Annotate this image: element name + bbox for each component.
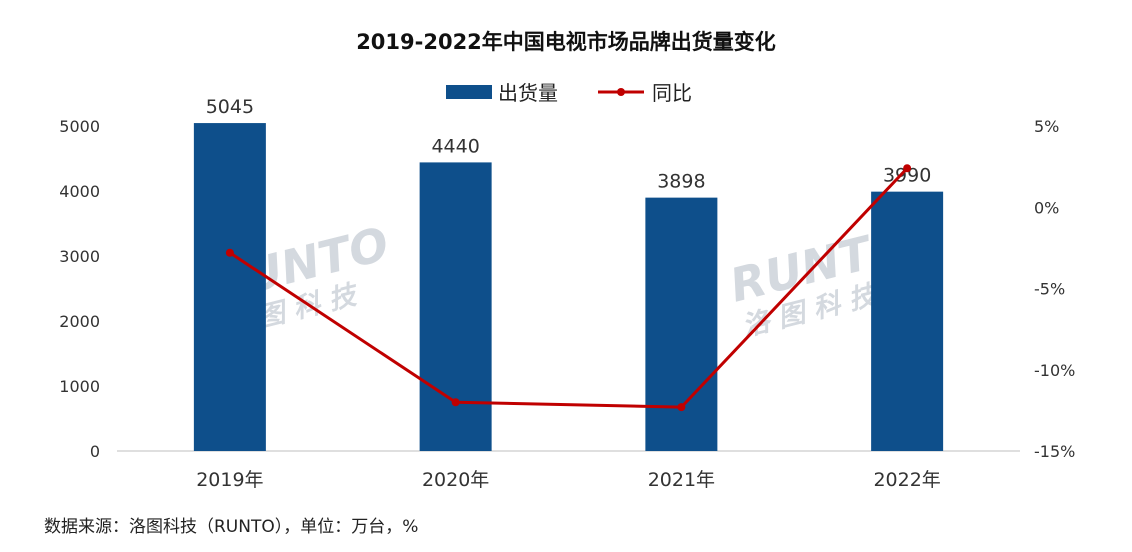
yoy-point [677, 403, 686, 412]
left-axis-tick-label: 1000 [59, 377, 100, 396]
legend-swatch-marker [617, 88, 625, 96]
left-axis-tick-label: 3000 [59, 247, 100, 266]
right-axis-tick-label: -10% [1034, 361, 1075, 380]
x-axis-tick-label: 2020年 [422, 469, 489, 491]
source-note: 数据来源：洛图科技（RUNTO），单位：万台，% [44, 517, 419, 537]
bar [193, 123, 266, 451]
watermark: RUNTO 洛 图 科 技 RUNTO 洛 图 科 技 [205, 216, 914, 342]
bar-data-label: 4440 [431, 135, 479, 157]
bar-data-label: 3898 [657, 171, 705, 193]
left-axis-tick-label: 4000 [59, 182, 100, 201]
line-series [225, 164, 912, 412]
left-axis-tick-label: 0 [90, 442, 100, 461]
left-axis-tick-label: 5000 [59, 117, 100, 136]
legend: 出货量 同比 [446, 81, 692, 105]
right-axis-tick-label: -5% [1034, 280, 1065, 299]
x-axis-tick-label: 2021年 [648, 469, 715, 491]
bar-data-label: 5045 [206, 96, 254, 118]
yoy-point [451, 398, 460, 407]
legend-swatch-bar [446, 85, 492, 99]
x-axis-tick-label: 2019年 [196, 469, 263, 491]
chart: 2019-2022年中国电视市场品牌出货量变化 出货量 同比 RUNTO 洛 图… [59, 30, 1075, 491]
right-axis-tick-label: 5% [1034, 117, 1059, 136]
left-axis: 0 1000 2000 3000 4000 5000 [59, 117, 100, 461]
yoy-point [903, 164, 912, 173]
legend-label-line: 同比 [652, 81, 692, 105]
x-axis-ticks: 2019年 2020年 2021年 2022年 [196, 469, 941, 491]
bar [645, 197, 718, 451]
chart-title: 2019-2022年中国电视市场品牌出货量变化 [356, 30, 776, 54]
legend-label-bar: 出货量 [498, 81, 558, 105]
right-axis: -15% -10% -5% 0% 5% [1034, 117, 1075, 461]
yoy-line [229, 167, 909, 409]
left-axis-tick-label: 2000 [59, 312, 100, 331]
yoy-point [225, 248, 234, 257]
right-axis-tick-label: -15% [1034, 442, 1075, 461]
right-axis-tick-label: 0% [1034, 198, 1059, 217]
x-axis-tick-label: 2022年 [873, 469, 940, 491]
bar [871, 191, 944, 451]
bar [419, 162, 492, 451]
